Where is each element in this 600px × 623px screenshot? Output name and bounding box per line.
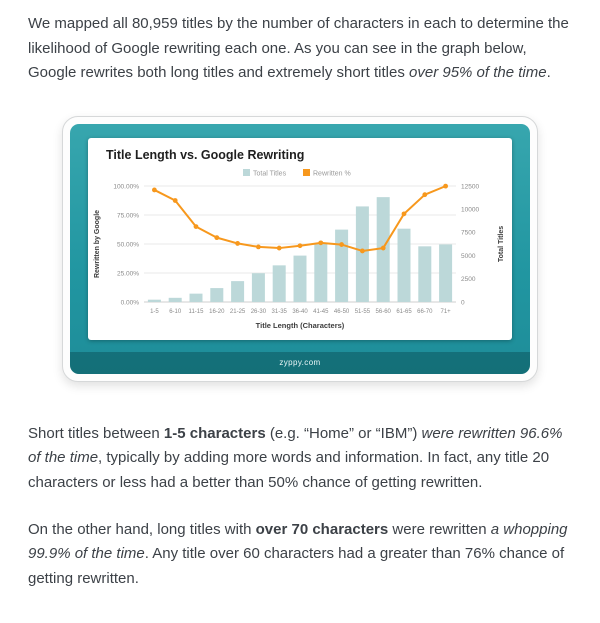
- total-titles-bar: [251, 273, 265, 302]
- right-axis-tick: 12500: [461, 183, 479, 190]
- x-axis-tick: 26-30: [251, 309, 267, 315]
- total-titles-bar: [272, 265, 286, 302]
- left-axis-tick: 75.00%: [117, 212, 139, 219]
- total-titles-bar: [293, 255, 307, 302]
- text-run: (e.g. “Home” or “IBM”): [265, 424, 422, 442]
- watermark-text: zyppy.com: [279, 358, 321, 368]
- line-point: [235, 240, 241, 246]
- line-point: [360, 248, 365, 254]
- x-axis-tick: 1-5: [150, 309, 159, 315]
- chart-frame: 0.00% 25.00% 50.00% 75.00% 100.00% 0 2500 5000 7…: [62, 115, 538, 382]
- total-titles-bar: [355, 206, 369, 302]
- left-axis-tick: 50.00%: [117, 241, 139, 248]
- right-axis-tick: 10000: [461, 206, 479, 213]
- left-axis-tick: 0.00%: [121, 299, 140, 306]
- line-point: [380, 245, 386, 251]
- text-run: Short titles between: [28, 424, 164, 442]
- legend-label-total-titles: Total Titles: [253, 170, 287, 177]
- text-run: , typically by adding more words and inf…: [28, 449, 550, 491]
- line-point: [172, 197, 178, 203]
- bold-text: 1-5 characters: [163, 424, 266, 442]
- total-titles-bar: [147, 299, 161, 302]
- left-axis-title: Rewritten by Google: [94, 210, 101, 278]
- x-axis-tick: 36-40: [292, 309, 308, 315]
- total-titles-bar: [314, 243, 328, 302]
- line-point: [443, 183, 448, 189]
- line-point: [276, 245, 282, 251]
- x-axis-tick: 56-60: [376, 309, 392, 315]
- right-axis-title: Total Titles: [498, 226, 505, 262]
- combo-chart: 0.00% 25.00% 50.00% 75.00% 100.00% 0 2500 5000 7…: [94, 148, 505, 330]
- line-point: [214, 235, 220, 240]
- line-point: [256, 244, 261, 250]
- x-axis-tick: 21-25: [230, 309, 246, 315]
- right-axis-tick: 0: [461, 299, 465, 306]
- line-point: [422, 192, 428, 197]
- x-axis-tick: 16-20: [209, 309, 225, 315]
- total-titles-bar: [335, 229, 349, 302]
- total-titles-bar: [418, 246, 432, 302]
- bold-text: over 70 characters: [255, 520, 389, 538]
- left-axis-tick: 100.00%: [113, 183, 139, 190]
- legend-swatch-total-titles: [243, 168, 250, 176]
- total-titles-bar: [397, 228, 411, 302]
- x-axis-tick: 51-55: [355, 309, 371, 315]
- x-axis-tick: 11-15: [189, 309, 205, 315]
- italic-text: were rewritten 96.6% of the time: [28, 424, 563, 467]
- total-titles-bar: [189, 293, 203, 302]
- x-axis-title: Title Length (Characters): [256, 321, 345, 330]
- chart-frame-screen: 0.00% 25.00% 50.00% 75.00% 100.00% 0 2500 5000 7…: [70, 123, 530, 374]
- x-axis-tick: 66-70: [417, 309, 433, 315]
- line-point: [193, 223, 199, 229]
- text-run: On the other hand, long titles with: [28, 520, 256, 538]
- chart-card: 0.00% 25.00% 50.00% 75.00% 100.00% 0 2500 5000 7…: [88, 137, 512, 340]
- left-axis-tick: 25.00%: [117, 270, 139, 277]
- chart-title: Title Length vs. Google Rewriting: [106, 148, 304, 162]
- line-point: [339, 241, 344, 247]
- text-run: were rewritten: [388, 520, 491, 538]
- right-axis-tick: 7500: [461, 229, 476, 236]
- text-run: .: [546, 64, 551, 82]
- long-titles-paragraph: On the other hand, long titles with over…: [28, 518, 572, 592]
- line-point: [297, 243, 303, 248]
- right-axis-tick: 5000: [461, 253, 476, 260]
- x-axis-tick: 71+: [441, 309, 452, 315]
- x-axis-tick: 41-45: [313, 309, 329, 315]
- line-point: [318, 240, 324, 246]
- article: We mapped all 80,959 titles by the numbe…: [28, 12, 572, 591]
- x-axis-tick: 61-65: [396, 309, 412, 315]
- italic-text: a whopping 99.9% of the time: [28, 520, 568, 563]
- line-point: [401, 211, 407, 217]
- total-titles-bar: [168, 297, 182, 302]
- text-run: . Any title over 60 characters had a gre…: [28, 545, 565, 587]
- italic-text: over 95% of the time: [409, 64, 547, 82]
- legend-swatch-rewritten: [303, 168, 310, 176]
- right-axis-tick: 2500: [461, 276, 476, 283]
- total-titles-bar: [439, 244, 453, 302]
- x-axis-tick: 46-50: [334, 309, 350, 315]
- short-titles-paragraph: Short titles between 1-5 characters (e.g…: [28, 422, 572, 496]
- legend-label-rewritten: Rewritten %: [313, 170, 351, 177]
- intro-paragraph: We mapped all 80,959 titles by the numbe…: [28, 12, 572, 86]
- watermark-bar: zyppy.com: [70, 351, 530, 374]
- x-axis-tick: 31-35: [272, 309, 288, 315]
- x-axis-tick: 6-10: [169, 309, 182, 315]
- text-run: We mapped all 80,959 titles by the numbe…: [28, 15, 569, 82]
- total-titles-bar: [210, 287, 224, 302]
- line-point: [152, 187, 157, 193]
- total-titles-bar: [231, 280, 245, 302]
